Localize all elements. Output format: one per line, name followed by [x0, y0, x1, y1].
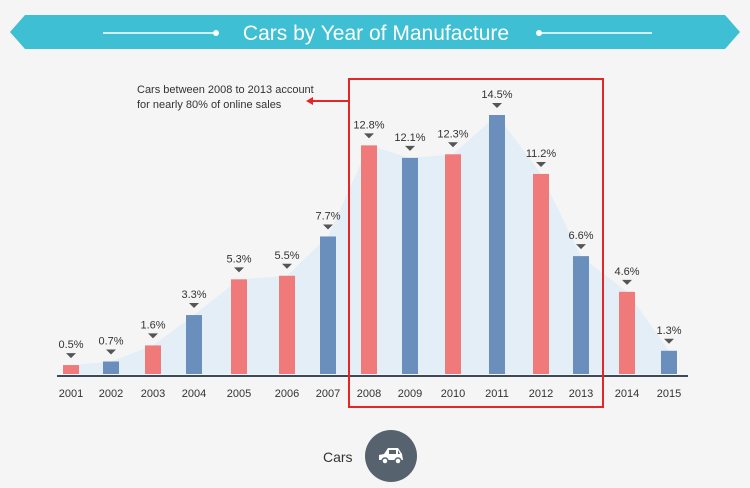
bar-2015 — [661, 350, 677, 374]
highlight-box — [348, 78, 604, 408]
data-label-2005: 5.3% — [226, 253, 251, 265]
car-icon — [365, 430, 417, 482]
bar-2009 — [402, 157, 418, 374]
marker-2014 — [622, 279, 632, 285]
x-tick-2007: 2007 — [316, 388, 340, 400]
x-tick-2006: 2006 — [275, 388, 299, 400]
x-tick-2001: 2001 — [59, 388, 83, 400]
bar-2006 — [279, 275, 295, 374]
bar-2004 — [186, 315, 202, 374]
bar-2005 — [231, 279, 247, 374]
bar-2007 — [320, 236, 336, 374]
data-label-2006: 5.5% — [274, 250, 299, 262]
bar-2010 — [445, 154, 461, 374]
marker-2008 — [364, 133, 374, 139]
bar-2003 — [145, 345, 161, 374]
x-tick-2004: 2004 — [182, 388, 206, 400]
annotation-line-1: Cars between 2008 to 2013 account — [137, 84, 314, 96]
data-label-2004: 3.3% — [181, 289, 206, 301]
marker-2007 — [323, 224, 333, 230]
chart-title: Cars by Year of Manufacture — [243, 22, 509, 45]
x-tick-2014: 2014 — [615, 388, 639, 400]
bar-2012 — [533, 173, 549, 374]
bar-2008 — [361, 145, 377, 374]
title-banner: Cars by Year of Manufacture — [10, 15, 740, 49]
data-label-2012: 11.2% — [526, 148, 557, 160]
bar-2001 — [63, 365, 79, 374]
data-label-2011: 14.5% — [481, 89, 512, 101]
bar-2013 — [573, 256, 589, 374]
x-tick-2015: 2015 — [657, 388, 681, 400]
bar-2002 — [103, 361, 119, 374]
marker-2001 — [66, 353, 76, 359]
x-tick-2003: 2003 — [141, 388, 165, 400]
x-tick-2008: 2008 — [357, 388, 381, 400]
x-tick-2011: 2011 — [485, 388, 509, 400]
data-label-2009: 12.1% — [394, 132, 425, 144]
marker-2005 — [234, 267, 244, 273]
data-label-2008: 12.8% — [353, 119, 384, 131]
marker-2012 — [536, 161, 546, 167]
marker-2004 — [189, 303, 199, 309]
x-tick-2005: 2005 — [227, 388, 251, 400]
data-label-2014: 4.6% — [614, 266, 639, 278]
data-label-2002: 0.7% — [98, 335, 123, 347]
legend-label: Cars — [323, 449, 353, 465]
marker-2011 — [492, 103, 502, 108]
data-label-2015: 1.3% — [656, 325, 681, 337]
x-tick-2002: 2002 — [99, 388, 123, 400]
x-tick-2012: 2012 — [529, 388, 553, 400]
marker-2002 — [106, 349, 116, 355]
data-label-2001: 0.5% — [58, 339, 83, 351]
marker-2015 — [664, 338, 674, 344]
bar-2014 — [619, 291, 635, 374]
data-label-2010: 12.3% — [437, 128, 468, 140]
marker-2009 — [405, 145, 415, 151]
x-tick-2010: 2010 — [441, 388, 465, 400]
x-tick-2013: 2013 — [569, 388, 593, 400]
marker-2003 — [148, 333, 158, 339]
marker-2013 — [576, 244, 586, 250]
marker-2006 — [282, 263, 292, 269]
annotation-line-2: for nearly 80% of online sales — [137, 99, 282, 111]
data-label-2003: 1.6% — [140, 319, 165, 331]
marker-2010 — [448, 142, 458, 148]
x-tick-2009: 2009 — [398, 388, 422, 400]
data-label-2013: 6.6% — [568, 230, 593, 242]
data-label-2007: 7.7% — [315, 210, 340, 222]
bar-2011 — [489, 115, 505, 374]
